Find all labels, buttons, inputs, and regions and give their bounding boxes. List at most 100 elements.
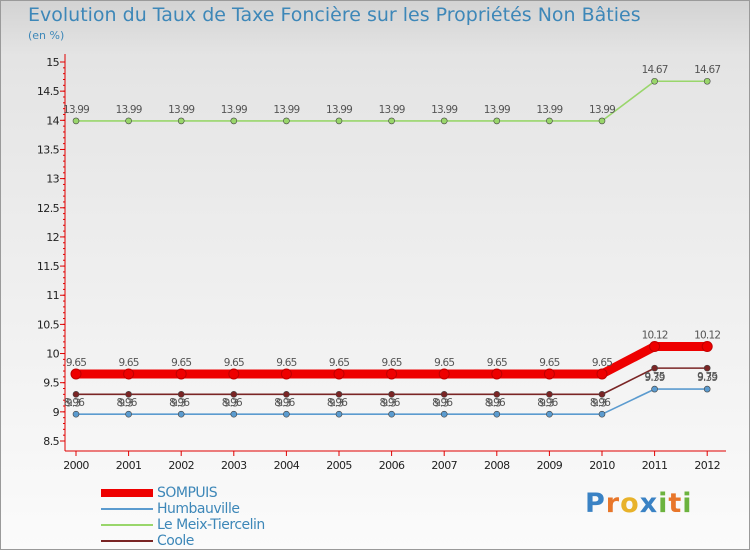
x-tick-label: 2011	[642, 459, 668, 472]
y-tick-label: 11	[46, 289, 59, 302]
data-point	[125, 391, 132, 398]
data-label: 9.65	[382, 357, 402, 369]
data-point	[703, 77, 711, 85]
data-point	[703, 364, 711, 372]
data-label: 14.67	[694, 64, 720, 76]
y-tick-label: 15	[46, 56, 59, 69]
data-point	[598, 117, 606, 125]
data-point	[598, 391, 606, 398]
data-label: 9.65	[171, 357, 191, 369]
data-point	[283, 391, 290, 398]
data-point	[543, 368, 555, 380]
data-label: 9.65	[487, 357, 507, 369]
data-label: 13.99	[431, 104, 457, 116]
y-tick-label: 14.5	[37, 85, 60, 98]
data-point	[493, 117, 501, 125]
data-point	[598, 410, 606, 418]
data-label: 10.12	[642, 330, 668, 342]
data-point	[438, 368, 450, 380]
proxiti-logo: Proxiti	[585, 488, 693, 519]
data-point	[440, 391, 448, 398]
data-label: 8.96	[327, 397, 348, 409]
x-tick-label: 2012	[694, 459, 720, 472]
data-point	[493, 410, 501, 418]
data-label: 9.39	[697, 372, 717, 384]
data-label: 8.96	[117, 397, 138, 409]
y-tick-label: 13	[46, 173, 59, 186]
data-label: 8.96	[169, 397, 190, 409]
data-point	[596, 368, 608, 380]
logo-letter: i	[658, 488, 669, 519]
data-label: 9.3	[381, 397, 395, 409]
logo-letter: r	[605, 488, 621, 519]
data-label: 8.96	[590, 397, 611, 409]
data-label: 8.96	[274, 397, 295, 409]
data-point	[72, 410, 80, 418]
y-tick-label: 9.5	[43, 377, 59, 390]
data-label: 9.75	[645, 371, 665, 383]
data-label: 13.99	[589, 104, 615, 116]
data-point	[546, 117, 553, 125]
chart-title: Evolution du Taux de Taxe Foncière sur l…	[28, 4, 641, 26]
data-point	[493, 391, 501, 398]
legend-swatch	[101, 524, 153, 526]
data-label: 8.96	[222, 397, 243, 409]
data-label: 9.3	[118, 397, 132, 409]
logo-letter: x	[639, 488, 659, 519]
y-tick-label: 14	[46, 114, 59, 127]
data-label: 9.3	[539, 397, 553, 409]
data-point	[333, 368, 345, 380]
x-tick-label: 2001	[116, 459, 142, 472]
x-tick-label: 2010	[589, 459, 615, 472]
legend-item: Le Meix-Tiercelin	[101, 517, 265, 533]
data-label: 13.99	[536, 104, 562, 116]
data-label: 9.65	[434, 357, 454, 369]
x-tick-label: 2000	[63, 459, 89, 472]
y-tick-label: 12.5	[37, 202, 60, 215]
data-label: 9.3	[329, 397, 343, 409]
data-point	[335, 117, 343, 125]
data-point	[283, 410, 290, 418]
data-label: 13.99	[273, 104, 299, 116]
data-point	[491, 368, 503, 380]
data-label: 9.3	[276, 397, 290, 409]
logo-letter: P	[585, 488, 606, 519]
data-label: 9.65	[539, 357, 559, 369]
chart-subtitle: (en %)	[28, 29, 65, 42]
legend: SOMPUIS Humbauville Le Meix-Tiercelin Coole	[101, 485, 265, 549]
data-point	[230, 410, 238, 418]
data-label: 9.65	[66, 357, 86, 369]
x-tick-label: 2003	[221, 459, 247, 472]
data-point	[175, 368, 187, 380]
data-label: 8.96	[432, 397, 453, 409]
data-label: 8.96	[380, 397, 401, 409]
data-point	[440, 410, 448, 418]
data-label: 9.3	[487, 397, 501, 409]
data-point	[72, 391, 80, 398]
data-label: 13.99	[484, 104, 510, 116]
data-point	[440, 117, 448, 125]
data-point	[335, 410, 343, 418]
y-tick-label: 10	[46, 348, 59, 361]
data-label: 9.65	[276, 357, 296, 369]
data-label: 9.39	[645, 372, 665, 384]
data-point	[125, 410, 132, 418]
data-point	[388, 410, 395, 418]
data-point	[701, 341, 713, 353]
legend-item: Humbauville	[101, 501, 265, 517]
y-tick-label: 9	[53, 406, 60, 419]
data-point	[125, 117, 132, 125]
legend-item: SOMPUIS	[101, 485, 265, 501]
logo-letter: i	[682, 488, 693, 519]
data-point	[70, 368, 82, 380]
data-label: 9.65	[592, 357, 612, 369]
data-point	[703, 385, 711, 393]
legend-label: SOMPUIS	[157, 485, 218, 501]
data-point	[651, 385, 658, 393]
legend-label: Coole	[157, 533, 194, 549]
data-point	[546, 410, 553, 418]
data-label: 9.3	[171, 397, 185, 409]
data-point	[388, 391, 395, 398]
